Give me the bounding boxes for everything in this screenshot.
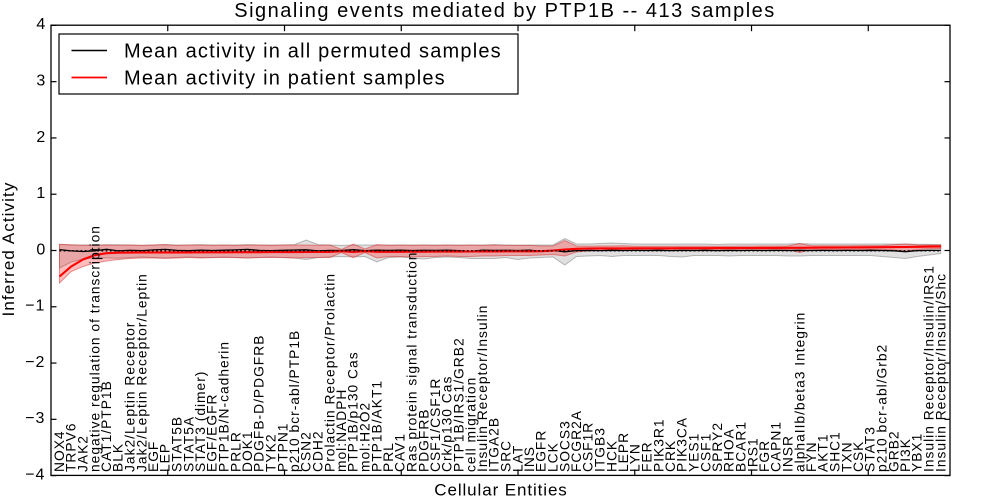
svg-text:Jak2/Leptin Receptor/Leptin: Jak2/Leptin Receptor/Leptin xyxy=(134,273,149,472)
svg-text:PIK3CA: PIK3CA xyxy=(675,417,690,472)
svg-text:FGR: FGR xyxy=(757,440,772,472)
svg-text:Mean activity in all permuted: Mean activity in all permuted samples xyxy=(124,40,502,62)
svg-text:0: 0 xyxy=(36,241,45,258)
svg-text:PTP1B/p130 Cas: PTP1B/p130 Cas xyxy=(346,351,361,472)
svg-text:PTP1B/AKT1: PTP1B/AKT1 xyxy=(369,380,384,472)
svg-text:CDH2: CDH2 xyxy=(311,430,326,472)
svg-text:PTPN1: PTPN1 xyxy=(275,423,290,472)
svg-text:Cellular Entities: Cellular Entities xyxy=(434,481,567,500)
svg-text:CAV1: CAV1 xyxy=(393,433,408,472)
svg-text:−2: −2 xyxy=(25,354,45,371)
svg-text:−1: −1 xyxy=(25,298,45,315)
svg-text:ITGB3: ITGB3 xyxy=(593,427,608,472)
svg-text:SRC: SRC xyxy=(499,440,514,472)
svg-text:PRL: PRL xyxy=(381,442,396,472)
svg-text:BLK: BLK xyxy=(111,443,126,472)
svg-text:PRLR: PRLR xyxy=(228,431,243,472)
svg-text:PDGFRB: PDGFRB xyxy=(416,409,431,473)
svg-text:Crk/p130 Cas: Crk/p130 Cas xyxy=(440,376,455,472)
svg-text:STAT5B: STAT5B xyxy=(170,416,185,472)
svg-text:DOK1: DOK1 xyxy=(240,430,255,472)
svg-text:cell migration: cell migration xyxy=(463,377,478,472)
svg-text:CSF1: CSF1 xyxy=(698,433,713,472)
svg-text:JAK2: JAK2 xyxy=(76,435,91,472)
svg-text:Insulin Receptor/Insulin: Insulin Receptor/Insulin xyxy=(475,305,490,472)
svg-text:Signaling events mediated by P: Signaling events mediated by PTP1B -- 41… xyxy=(234,0,776,22)
svg-text:LCK: LCK xyxy=(546,442,561,472)
svg-text:Mean activity in patient sampl: Mean activity in patient samples xyxy=(124,67,446,89)
svg-text:NOX4: NOX4 xyxy=(52,430,67,472)
svg-text:SHC1: SHC1 xyxy=(828,431,843,472)
svg-text:4: 4 xyxy=(36,16,45,33)
svg-text:CSF1/CSF1R: CSF1/CSF1R xyxy=(428,378,443,472)
svg-text:PTP1B/IRS1/GRB2: PTP1B/IRS1/GRB2 xyxy=(452,337,467,472)
svg-text:PIK3R1: PIK3R1 xyxy=(651,418,666,472)
svg-text:Ras protein signal transductio: Ras protein signal transduction xyxy=(405,252,420,472)
svg-text:negative regulation of transcr: negative regulation of transcription xyxy=(87,225,102,472)
svg-text:Prolactin Receptor/Prolactin: Prolactin Receptor/Prolactin xyxy=(322,273,337,472)
svg-text:FCGR2A: FCGR2A xyxy=(569,410,584,472)
svg-text:SOCS3: SOCS3 xyxy=(557,420,572,472)
svg-text:GRB2: GRB2 xyxy=(886,430,901,472)
svg-text:CAT1/PTP1B: CAT1/PTP1B xyxy=(99,380,114,472)
svg-text:INS: INS xyxy=(522,446,537,472)
svg-text:LEPR: LEPR xyxy=(616,432,631,472)
svg-text:Inferred Activity: Inferred Activity xyxy=(0,182,18,317)
svg-text:FYN: FYN xyxy=(804,441,819,472)
svg-text:p210 bcr-abl/Grb2: p210 bcr-abl/Grb2 xyxy=(875,344,890,472)
svg-text:3: 3 xyxy=(36,73,45,90)
svg-text:INSR: INSR xyxy=(781,435,796,472)
svg-text:STAT5A: STAT5A xyxy=(181,416,196,472)
svg-text:CSK: CSK xyxy=(851,441,866,472)
svg-text:TXN: TXN xyxy=(839,441,854,472)
svg-text:1: 1 xyxy=(36,185,45,202)
svg-text:BCAR1: BCAR1 xyxy=(734,421,749,472)
svg-text:YES1: YES1 xyxy=(687,433,702,472)
svg-text:EGF/EGFR: EGF/EGFR xyxy=(205,393,220,472)
svg-text:alphaIIb/beta3 Integrin: alphaIIb/beta3 Integrin xyxy=(792,312,807,472)
svg-text:ITGA2B: ITGA2B xyxy=(487,417,502,472)
svg-text:CAPN1: CAPN1 xyxy=(769,421,784,472)
svg-text:TYK2: TYK2 xyxy=(264,433,279,472)
svg-text:RHOA: RHOA xyxy=(722,428,737,472)
svg-text:STAT3: STAT3 xyxy=(863,426,878,472)
svg-text:EGFR: EGFR xyxy=(534,430,549,472)
svg-text:PTP1B/N-cadherin: PTP1B/N-cadherin xyxy=(217,341,232,472)
svg-text:p210 bcr-abl/PTP1B: p210 bcr-abl/PTP1B xyxy=(287,330,302,472)
svg-text:IRS1: IRS1 xyxy=(745,437,760,472)
svg-text:YBX1: YBX1 xyxy=(910,433,925,472)
svg-text:2: 2 xyxy=(36,129,45,146)
svg-text:HCK: HCK xyxy=(604,440,619,472)
svg-text:LEP: LEP xyxy=(158,443,173,472)
svg-text:PI3K: PI3K xyxy=(898,438,913,472)
svg-text:Insulin Receptor/Insulin/IRS1: Insulin Receptor/Insulin/IRS1 xyxy=(922,265,937,472)
svg-text:mol:H2O2: mol:H2O2 xyxy=(358,402,373,472)
svg-text:Insulin Receptor/Insulin/Shc: Insulin Receptor/Insulin/Shc xyxy=(933,273,948,472)
svg-text:CRK: CRK xyxy=(663,440,678,472)
svg-text:−3: −3 xyxy=(25,410,45,427)
svg-text:CSN2: CSN2 xyxy=(299,431,314,472)
svg-text:CSF1R: CSF1R xyxy=(581,422,596,472)
svg-text:−4: −4 xyxy=(25,466,45,483)
svg-text:EGF: EGF xyxy=(146,441,161,472)
svg-text:SPRY2: SPRY2 xyxy=(710,422,725,472)
svg-text:STAT3 (dimer): STAT3 (dimer) xyxy=(193,371,208,472)
svg-text:FER: FER xyxy=(640,441,655,472)
svg-text:LAT: LAT xyxy=(510,445,525,472)
svg-text:PDGFB-D/PDGFRB: PDGFB-D/PDGFRB xyxy=(252,335,267,472)
svg-text:Jak2/Leptin Receptor: Jak2/Leptin Receptor xyxy=(123,322,138,472)
svg-text:LYN: LYN xyxy=(628,443,643,472)
svg-text:TRPV6: TRPV6 xyxy=(64,423,79,472)
svg-text:mol:NADPH: mol:NADPH xyxy=(334,389,349,472)
svg-text:AKT1: AKT1 xyxy=(816,433,831,472)
